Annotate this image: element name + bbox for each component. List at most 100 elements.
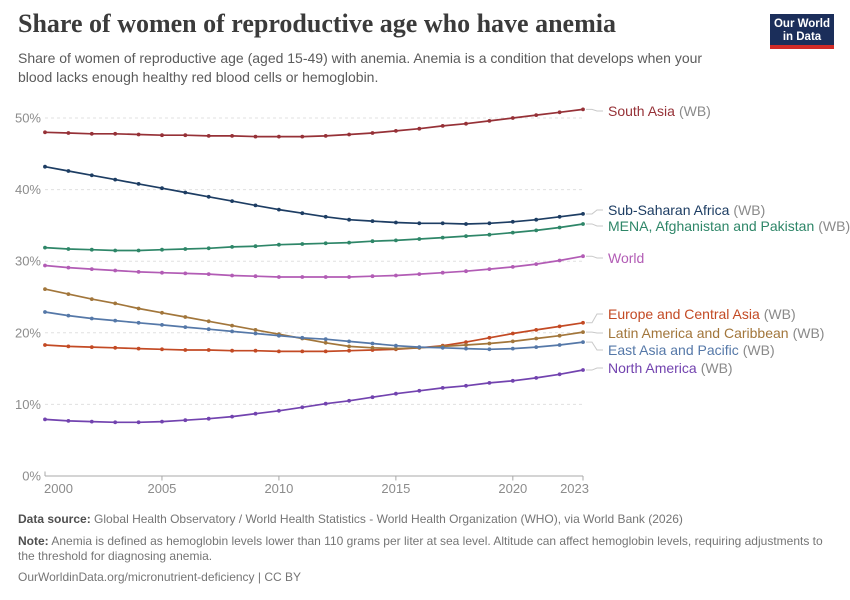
legend-series-suffix: (WB) <box>763 306 796 322</box>
data-point <box>277 408 281 413</box>
data-point <box>113 177 118 182</box>
series-europe-and-central-asia[interactable] <box>43 320 585 354</box>
data-point <box>347 398 351 403</box>
data-point <box>160 270 164 275</box>
legend-leader-europe-and-central-asia <box>586 313 603 324</box>
data-point <box>394 220 398 225</box>
data-point <box>277 333 281 338</box>
data-point <box>160 186 164 191</box>
data-point <box>230 414 235 419</box>
data-point <box>323 337 328 342</box>
data-point <box>43 263 47 268</box>
data-point <box>253 331 258 336</box>
data-point <box>534 228 539 233</box>
data-point <box>253 134 258 139</box>
data-point <box>206 246 211 251</box>
owid-logo-line1: Our World <box>773 18 830 30</box>
data-point <box>417 221 422 226</box>
data-point <box>394 238 398 243</box>
data-point <box>534 345 539 349</box>
data-point <box>66 169 71 173</box>
data-point <box>347 240 351 245</box>
data-point <box>206 272 211 276</box>
data-point <box>581 368 585 372</box>
data-point <box>277 207 281 212</box>
legend-leader-world <box>586 255 603 259</box>
data-point <box>370 341 375 346</box>
series-east-asia-and-pacific[interactable] <box>43 310 585 352</box>
data-point <box>136 420 141 425</box>
owid-logo[interactable]: Our World in Data <box>770 14 834 49</box>
data-point <box>557 225 562 230</box>
data-point <box>206 327 211 332</box>
data-point <box>89 316 94 321</box>
data-point <box>66 292 71 296</box>
data-point <box>230 199 235 204</box>
data-point <box>487 347 492 352</box>
data-point <box>136 270 141 274</box>
series-sub-saharan-africa[interactable] <box>43 164 585 226</box>
data-point <box>113 131 118 136</box>
data-point <box>464 383 468 388</box>
data-point <box>510 230 515 235</box>
legend-label-north-america[interactable]: North America (WB) <box>608 359 733 377</box>
legend-label-south-asia[interactable]: South Asia (WB) <box>608 102 711 120</box>
data-point <box>136 182 141 186</box>
data-point <box>534 262 539 266</box>
data-point <box>183 190 188 195</box>
legend-series-name: MENA, Afghanistan and Pakistan <box>608 218 815 234</box>
data-point <box>417 126 422 131</box>
series-north-america[interactable] <box>43 368 585 425</box>
data-point <box>136 346 141 351</box>
data-point <box>534 328 539 332</box>
data-point <box>487 381 492 385</box>
page-title: Share of women of reproductive age who h… <box>18 9 616 38</box>
data-point <box>440 270 445 275</box>
legend-series-name: East Asia and Pacific <box>608 342 739 358</box>
series-south-asia[interactable] <box>43 107 585 139</box>
data-point <box>206 319 211 324</box>
series-mena-afghanistan-and-pakistan[interactable] <box>43 222 585 253</box>
data-point <box>370 131 375 135</box>
legend-series-suffix: (WB) <box>818 218 850 234</box>
data-point <box>89 419 94 424</box>
data-point <box>113 301 118 306</box>
data-point <box>464 234 468 239</box>
data-point <box>160 247 164 252</box>
legend-series-name: Sub-Saharan Africa <box>608 202 730 218</box>
legend-series-suffix: (WB) <box>742 342 775 358</box>
data-point <box>323 241 328 246</box>
data-point <box>89 345 94 349</box>
legend-series-name: Europe and Central Asia <box>608 306 760 322</box>
data-point <box>534 336 539 341</box>
data-point <box>300 134 305 139</box>
footer-link[interactable]: OurWorldinData.org/micronutrient-deficie… <box>18 569 301 584</box>
y-axis-label-0: 0% <box>22 469 41 484</box>
data-point <box>370 345 375 350</box>
data-point <box>557 333 562 338</box>
data-point <box>510 339 515 344</box>
data-point <box>323 214 328 219</box>
data-point <box>113 345 118 350</box>
data-point <box>113 268 118 273</box>
y-axis-label-50: 50% <box>15 111 41 126</box>
legend-label-world[interactable]: World <box>608 249 644 267</box>
data-point <box>136 306 141 311</box>
legend-label-east-asia-and-pacific[interactable]: East Asia and Pacific (WB) <box>608 341 775 359</box>
data-source-row: Data source: Global Health Observatory /… <box>18 512 830 528</box>
data-point <box>183 247 188 251</box>
data-point <box>300 211 305 216</box>
series-latin-america-and-caribbean[interactable] <box>43 287 585 351</box>
data-point <box>370 395 375 400</box>
legend-label-sub-saharan-africa[interactable]: Sub-Saharan Africa (WB) <box>608 201 765 219</box>
data-point <box>510 378 515 383</box>
legend-label-mena-afghanistan-and-pakistan[interactable]: MENA, Afghanistan and Pakistan (WB) <box>608 217 850 235</box>
legend-label-latin-america-and-caribbean[interactable]: Latin America and Caribbean (WB) <box>608 324 824 342</box>
legend-label-europe-and-central-asia[interactable]: Europe and Central Asia (WB) <box>608 305 796 323</box>
data-point <box>347 275 351 279</box>
series-world[interactable] <box>43 254 585 279</box>
data-point <box>464 269 468 274</box>
data-point <box>113 248 118 253</box>
x-axis-label-2000: 2000 <box>44 481 73 496</box>
